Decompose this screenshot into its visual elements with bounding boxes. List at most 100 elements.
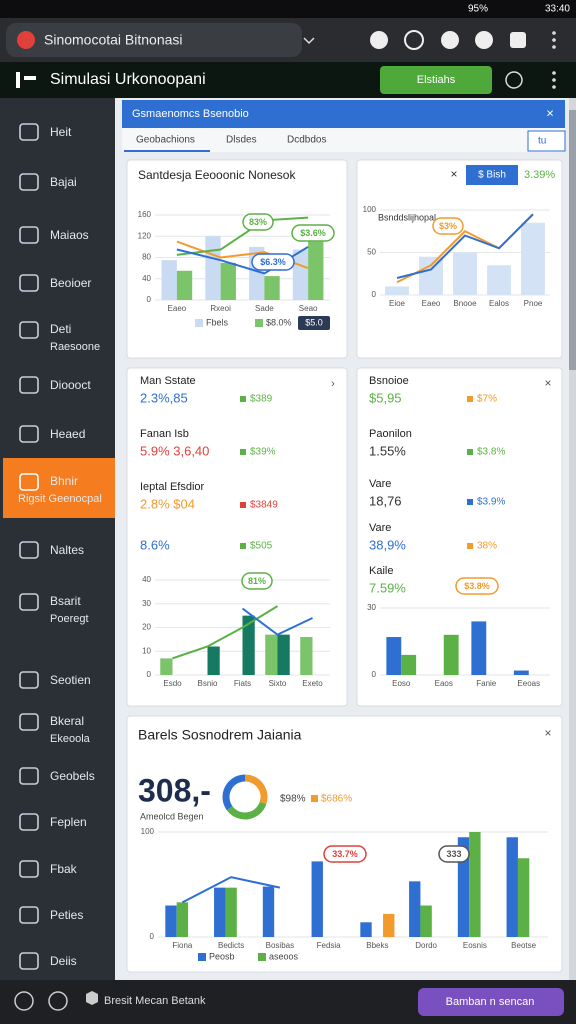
browser-icon[interactable] bbox=[370, 31, 388, 49]
metric-dot bbox=[240, 449, 246, 455]
sidebar-icon[interactable] bbox=[19, 123, 39, 141]
sidebar-icon[interactable] bbox=[19, 376, 39, 394]
chart-subtitle: Bsnddslijhopal bbox=[378, 212, 436, 222]
sidebar-label[interactable]: Beoioer bbox=[50, 276, 91, 290]
sidebar-sublabel: Poeregt bbox=[50, 613, 89, 625]
scrollbar[interactable] bbox=[569, 98, 576, 980]
bar bbox=[360, 922, 372, 937]
sidebar-icon[interactable] bbox=[19, 593, 39, 611]
close-icon[interactable]: × bbox=[544, 726, 551, 740]
bar bbox=[308, 241, 324, 300]
sidebar-label[interactable]: Deiis bbox=[50, 954, 77, 968]
metric-dot bbox=[467, 396, 473, 402]
bar bbox=[214, 887, 226, 937]
browser-icon[interactable] bbox=[441, 31, 459, 49]
x-tick-label: Fanie bbox=[476, 679, 497, 688]
metric-value: 5.9% 3,6,40 bbox=[140, 443, 209, 458]
sidebar-icon[interactable] bbox=[19, 952, 39, 970]
bar bbox=[471, 621, 487, 675]
status-bar bbox=[0, 0, 576, 18]
x-tick-label: Eoso bbox=[392, 679, 411, 688]
y-tick-label: 10 bbox=[142, 646, 151, 655]
x-tick-label: Rxeoi bbox=[210, 304, 231, 313]
close-icon[interactable]: × bbox=[544, 376, 551, 390]
line-series bbox=[172, 605, 279, 660]
y-tick-label: 0 bbox=[150, 932, 155, 941]
line-series bbox=[241, 607, 313, 636]
sidebar-icon[interactable] bbox=[19, 671, 39, 689]
scrollbar-thumb[interactable] bbox=[569, 110, 576, 370]
sidebar-label[interactable]: Heaed bbox=[50, 427, 85, 441]
browser-icon[interactable] bbox=[475, 31, 493, 49]
sidebar-icon[interactable] bbox=[19, 906, 39, 924]
sidebar-label[interactable]: Bajai bbox=[50, 175, 77, 189]
header-button[interactable] bbox=[380, 66, 492, 94]
sidebar-icon[interactable] bbox=[19, 274, 39, 292]
dropdown-icon[interactable] bbox=[303, 37, 315, 45]
y-tick-label: 120 bbox=[138, 231, 152, 240]
sidebar-icon[interactable] bbox=[19, 767, 39, 785]
bar bbox=[401, 654, 417, 675]
y-tick-label: 0 bbox=[147, 295, 152, 304]
sidebar-label[interactable]: Fbak bbox=[50, 862, 78, 876]
sidebar-icon[interactable] bbox=[19, 473, 39, 491]
bar bbox=[420, 905, 432, 937]
tab[interactable]: Dcdbdos bbox=[287, 135, 326, 146]
metric-value: 2.3%,85 bbox=[140, 390, 188, 405]
donut-segment bbox=[226, 801, 267, 820]
sidebar-icon[interactable] bbox=[19, 321, 39, 339]
browser-icon[interactable] bbox=[404, 30, 424, 50]
sidebar-icon[interactable] bbox=[19, 713, 39, 731]
card-button-label: $ Bish bbox=[478, 170, 506, 181]
card-button[interactable] bbox=[466, 165, 518, 185]
browser-icon[interactable] bbox=[510, 32, 526, 48]
sidebar-label[interactable]: Maiaos bbox=[50, 228, 89, 242]
sidebar-label[interactable]: Deti bbox=[50, 322, 71, 336]
footer-icon[interactable] bbox=[14, 991, 34, 1011]
bar bbox=[385, 286, 409, 295]
close-icon[interactable]: › bbox=[331, 378, 335, 390]
metric-tag: $39% bbox=[250, 447, 276, 458]
sidebar-label[interactable]: Heit bbox=[50, 125, 72, 139]
footer-button-label[interactable]: Bamban n sencan bbox=[446, 996, 535, 1008]
sidebar-label[interactable]: Bhnir bbox=[50, 474, 78, 488]
footer-icon[interactable] bbox=[48, 991, 68, 1011]
sidebar-label[interactable]: Dioooct bbox=[50, 378, 91, 392]
annotation: $6.3% bbox=[260, 257, 286, 267]
footer-button[interactable] bbox=[418, 988, 564, 1016]
browser-tab[interactable] bbox=[6, 23, 302, 57]
x-tick-label: Pnoe bbox=[524, 299, 543, 308]
sidebar-icon[interactable] bbox=[19, 226, 39, 244]
tab-dropdown[interactable] bbox=[527, 130, 566, 152]
tab[interactable]: Dlsdes bbox=[226, 135, 257, 146]
sidebar-label[interactable]: Geobels bbox=[50, 769, 95, 783]
sidebar-label[interactable]: Feplen bbox=[50, 815, 87, 829]
sidebar-icon[interactable] bbox=[19, 541, 39, 559]
bar bbox=[311, 861, 323, 937]
sidebar-icon[interactable] bbox=[19, 425, 39, 443]
sidebar-icon[interactable] bbox=[19, 173, 39, 191]
clock: 33:40 bbox=[545, 4, 570, 15]
sidebar-label[interactable]: Peties bbox=[50, 908, 83, 922]
tab[interactable]: Geobachions bbox=[136, 135, 195, 146]
sidebar-label[interactable]: Seotien bbox=[50, 673, 91, 687]
header-icon[interactable] bbox=[505, 71, 523, 89]
menu-icon[interactable] bbox=[552, 71, 556, 89]
sidebar-icon[interactable] bbox=[19, 860, 39, 878]
close-icon[interactable]: × bbox=[546, 105, 554, 120]
bar bbox=[469, 832, 481, 937]
x-tick-label: Bbeks bbox=[366, 941, 388, 950]
y-tick-label: 0 bbox=[372, 290, 377, 299]
close-icon[interactable]: × bbox=[450, 167, 457, 181]
x-tick-label: Beotse bbox=[511, 941, 536, 950]
sidebar-label[interactable]: Bsarit bbox=[50, 594, 81, 608]
menu-icon[interactable] bbox=[552, 31, 556, 49]
x-tick-label: Fiats bbox=[234, 679, 251, 688]
annotation: $3% bbox=[439, 221, 457, 231]
big-value: 308,- bbox=[138, 772, 211, 808]
line-series bbox=[176, 216, 309, 256]
line-series bbox=[396, 213, 534, 279]
sidebar-label[interactable]: Naltes bbox=[50, 543, 84, 557]
sidebar-icon[interactable] bbox=[19, 813, 39, 831]
sidebar-label[interactable]: Bkeral bbox=[50, 714, 84, 728]
